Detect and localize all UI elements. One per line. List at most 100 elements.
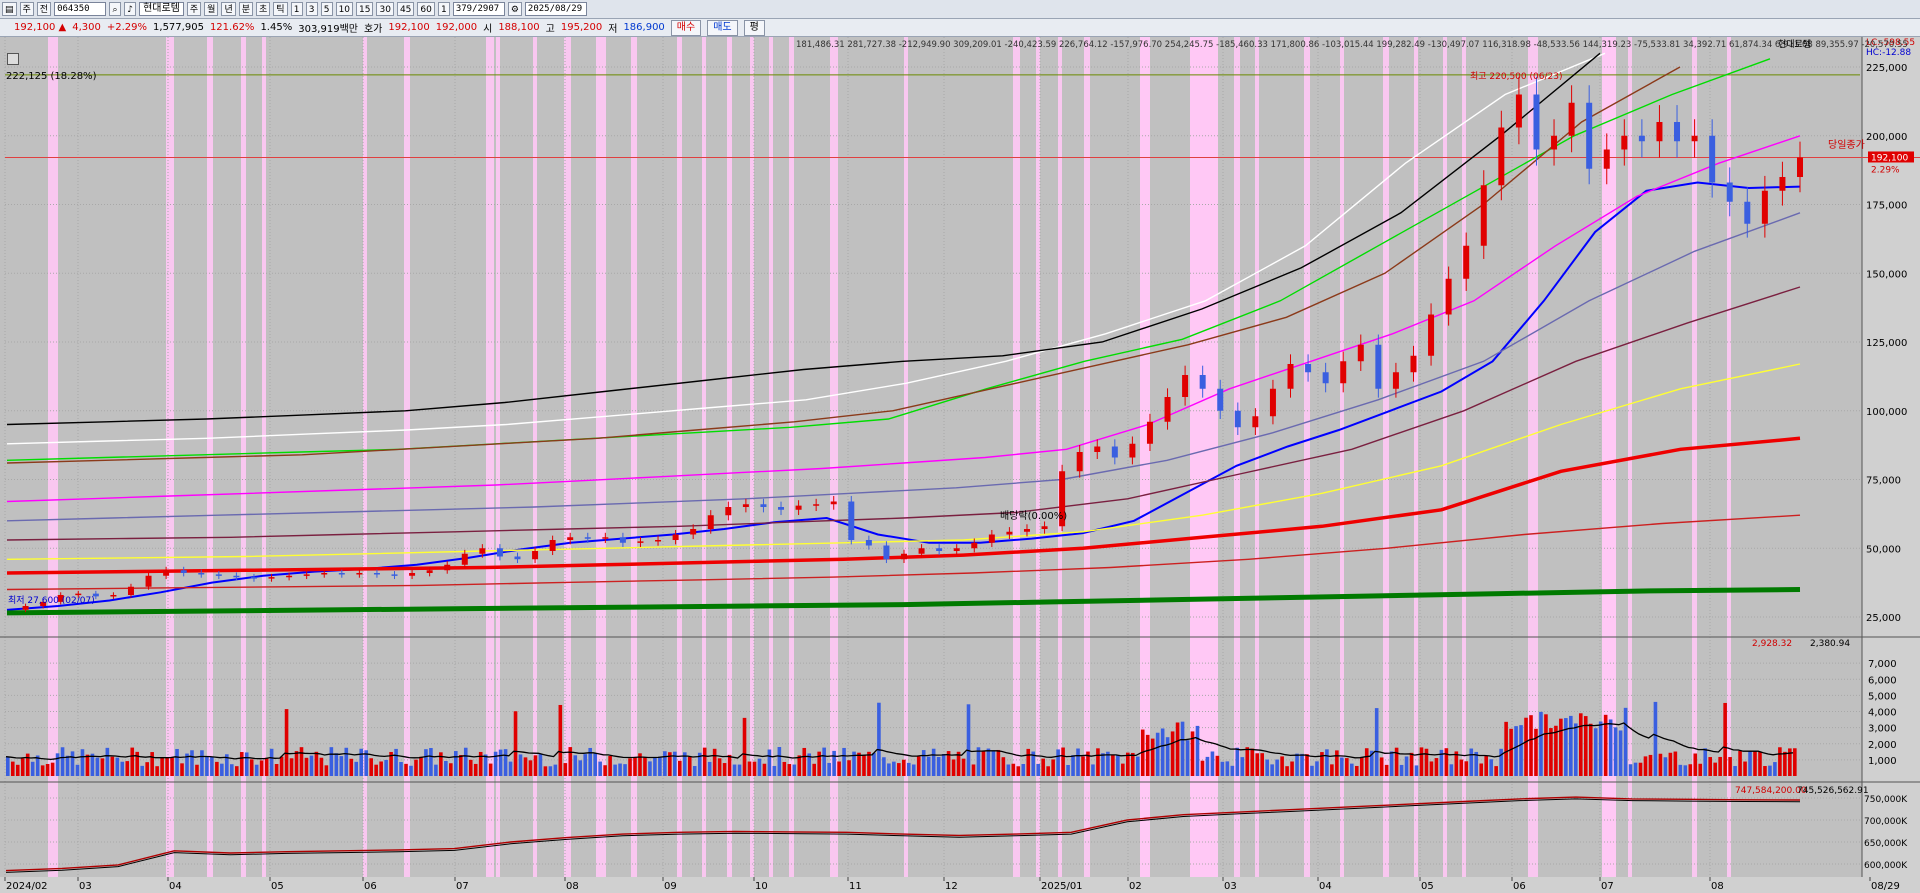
volume-bar (916, 756, 921, 776)
volume-bar (1255, 753, 1260, 776)
volume-bar (1678, 764, 1683, 776)
period-week[interactable]: 주 (186, 2, 202, 16)
volume-bar (1126, 752, 1130, 776)
volume-bar (1215, 755, 1220, 776)
period-month[interactable]: 월 (204, 2, 219, 16)
volume-bar (1111, 755, 1115, 776)
highlight-band (166, 37, 174, 877)
volume-bar (449, 763, 453, 776)
y-axis-strip (1862, 37, 1920, 893)
candle-body (971, 542, 978, 549)
date-field[interactable]: 2025/08/29 (524, 2, 587, 16)
volume-bar (1354, 765, 1359, 776)
menu-icon[interactable]: ▤ (2, 2, 17, 16)
period-year[interactable]: 년 (221, 2, 236, 16)
highlight-band (1602, 37, 1616, 877)
interval-60[interactable]: 60 (417, 2, 435, 16)
interval-10[interactable]: 10 (335, 2, 354, 16)
candle-body (760, 504, 767, 507)
volume-bar (892, 761, 896, 776)
search-icon[interactable]: ⌕ (109, 2, 122, 16)
volume-bar (444, 760, 448, 776)
sound-icon[interactable]: ♪ (124, 2, 137, 16)
volume-bar (1091, 764, 1095, 776)
buy-button[interactable]: 매수 (670, 19, 702, 36)
candle-body (953, 548, 960, 551)
volume-bar (1534, 728, 1538, 776)
volume-bar (145, 762, 149, 776)
highlight-band (631, 37, 637, 877)
candle-body (1586, 102, 1593, 169)
volume-bar (424, 749, 428, 776)
volume-bar (1071, 755, 1075, 776)
sell-button[interactable]: 매도 (707, 19, 738, 36)
stock-code-input[interactable]: 064350 (54, 2, 107, 16)
highlight-band (1013, 37, 1020, 877)
interval-5[interactable]: 5 (320, 2, 333, 16)
count-field[interactable]: 379/2907 (452, 2, 505, 16)
volume-bar (682, 752, 687, 776)
price-tick-label: 150,000 (1866, 269, 1907, 280)
candle-body (813, 504, 820, 506)
volume-ratio: 121.62% (209, 22, 255, 33)
highlight-band (533, 37, 537, 877)
interval-custom[interactable]: 1 (437, 2, 450, 16)
volume-bar (1489, 759, 1493, 776)
stock-chart[interactable]: 25,00050,00075,000100,000125,000150,0001… (0, 37, 1920, 893)
price-tick-label: 75,000 (1866, 476, 1901, 487)
x-tick-label: 2024/02 (6, 881, 48, 892)
volume-bar (483, 754, 488, 776)
interval-45[interactable]: 45 (396, 2, 415, 16)
volume-bar (1190, 731, 1195, 776)
volume-bar (384, 759, 388, 776)
volume-bar (1718, 756, 1722, 776)
volume-bar (1300, 753, 1304, 776)
volume-bar (897, 763, 901, 776)
candle-body (1357, 344, 1364, 362)
volume-bar (1733, 766, 1737, 776)
interval-30[interactable]: 30 (376, 2, 394, 16)
candle-body (1199, 375, 1206, 389)
volume-bar (389, 751, 393, 776)
candle-body (1551, 135, 1558, 150)
volume-bar (329, 747, 334, 776)
mode-select-1[interactable]: 주 (19, 2, 34, 16)
interval-3[interactable]: 3 (305, 2, 318, 16)
volume-bar (553, 764, 558, 776)
volume-bar (334, 753, 339, 776)
volume-bar (1484, 755, 1488, 776)
volume-bar (1051, 759, 1055, 776)
volume-bar (1444, 748, 1449, 776)
candle-body (75, 593, 82, 596)
volume-bar (1504, 721, 1508, 776)
volume-bar (1688, 764, 1693, 776)
volume-bar (673, 751, 677, 776)
candle-body (1269, 388, 1276, 417)
settings-icon[interactable]: ⚙ (507, 2, 522, 16)
candle-body (1638, 135, 1645, 142)
volume-tick-label: 1,000 (1868, 756, 1897, 767)
period-tick[interactable]: 틱 (273, 2, 288, 16)
volume-bar (284, 709, 289, 776)
volume-bar (1474, 751, 1479, 776)
period-minute[interactable]: 분 (238, 2, 254, 16)
mode-select-2[interactable]: 전 (36, 2, 52, 16)
candle-body (584, 537, 591, 539)
volume-bar (1121, 763, 1125, 776)
volume-bar (1185, 740, 1190, 776)
volume-bar (369, 758, 373, 776)
volume-bar (264, 757, 269, 776)
candle-body (1656, 122, 1663, 142)
period-second[interactable]: 초 (256, 2, 271, 16)
chart-config-icon[interactable] (7, 53, 19, 65)
volume-bar (468, 759, 473, 776)
volume-bar (1170, 731, 1175, 776)
volume-bar (1409, 752, 1414, 776)
volume-bar (110, 756, 115, 776)
interval-1[interactable]: 1 (290, 2, 303, 16)
volume-bar (583, 754, 588, 776)
interval-15[interactable]: 15 (356, 2, 374, 16)
extra-button[interactable]: 평 (743, 19, 765, 36)
volume-bar (155, 766, 159, 776)
volume-bar (1663, 757, 1668, 776)
